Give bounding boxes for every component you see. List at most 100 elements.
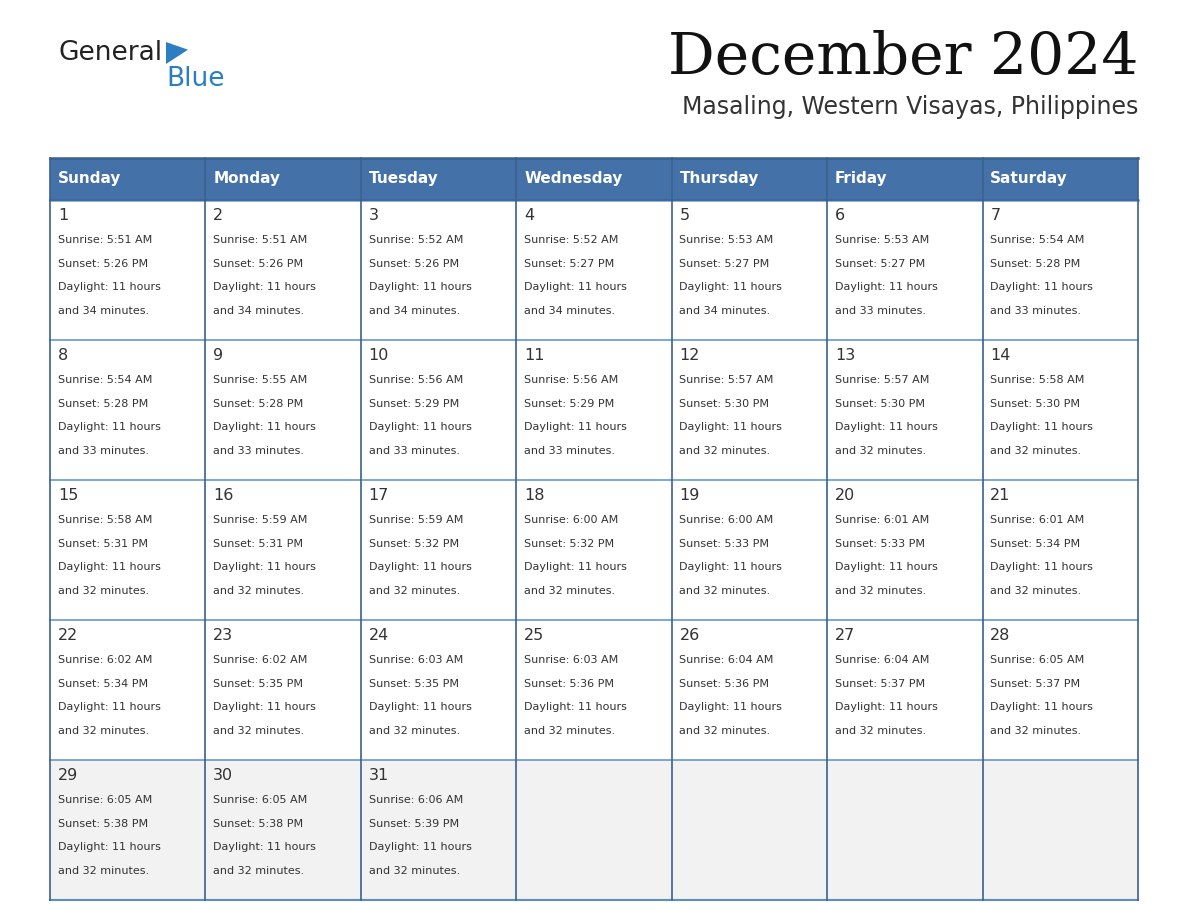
Text: Blue: Blue: [166, 66, 225, 92]
Text: Daylight: 11 hours: Daylight: 11 hours: [680, 562, 783, 572]
Text: Daylight: 11 hours: Daylight: 11 hours: [368, 562, 472, 572]
Text: Daylight: 11 hours: Daylight: 11 hours: [213, 702, 316, 712]
Text: Sunset: 5:37 PM: Sunset: 5:37 PM: [991, 678, 1080, 688]
Text: Daylight: 11 hours: Daylight: 11 hours: [58, 422, 160, 432]
Text: and 32 minutes.: and 32 minutes.: [213, 586, 304, 596]
Bar: [671, 620, 827, 760]
Text: 1: 1: [58, 208, 68, 223]
Text: and 32 minutes.: and 32 minutes.: [58, 866, 148, 876]
Bar: [982, 158, 1138, 200]
Bar: [361, 760, 517, 900]
Text: Sunset: 5:30 PM: Sunset: 5:30 PM: [680, 398, 770, 409]
Text: and 33 minutes.: and 33 minutes.: [835, 306, 925, 316]
Text: 2: 2: [213, 208, 223, 223]
Text: Sunrise: 6:03 AM: Sunrise: 6:03 AM: [524, 655, 618, 665]
Text: Daylight: 11 hours: Daylight: 11 hours: [680, 282, 783, 292]
Bar: [50, 480, 206, 620]
Text: and 34 minutes.: and 34 minutes.: [213, 306, 304, 316]
Text: Sunday: Sunday: [58, 172, 121, 186]
Text: Sunrise: 6:01 AM: Sunrise: 6:01 AM: [835, 515, 929, 525]
Text: and 32 minutes.: and 32 minutes.: [58, 725, 148, 735]
Text: 17: 17: [368, 488, 388, 503]
Text: Sunrise: 5:53 AM: Sunrise: 5:53 AM: [680, 235, 773, 245]
Text: Sunset: 5:35 PM: Sunset: 5:35 PM: [213, 678, 303, 688]
Text: Sunrise: 5:56 AM: Sunrise: 5:56 AM: [368, 375, 463, 385]
Text: Sunrise: 6:03 AM: Sunrise: 6:03 AM: [368, 655, 463, 665]
Bar: [517, 620, 671, 760]
Bar: [517, 200, 671, 340]
Text: Sunrise: 5:51 AM: Sunrise: 5:51 AM: [58, 235, 152, 245]
Text: and 33 minutes.: and 33 minutes.: [213, 445, 304, 455]
Text: and 33 minutes.: and 33 minutes.: [524, 445, 615, 455]
Text: Daylight: 11 hours: Daylight: 11 hours: [213, 422, 316, 432]
Text: Sunset: 5:36 PM: Sunset: 5:36 PM: [524, 678, 614, 688]
Text: Friday: Friday: [835, 172, 887, 186]
Text: 7: 7: [991, 208, 1000, 223]
Text: Sunset: 5:34 PM: Sunset: 5:34 PM: [991, 539, 1080, 549]
Bar: [361, 158, 517, 200]
Text: Daylight: 11 hours: Daylight: 11 hours: [213, 842, 316, 852]
Text: Sunset: 5:27 PM: Sunset: 5:27 PM: [835, 259, 925, 269]
Text: 20: 20: [835, 488, 855, 503]
Bar: [361, 340, 517, 480]
Text: Sunrise: 5:52 AM: Sunrise: 5:52 AM: [368, 235, 463, 245]
Text: Sunset: 5:26 PM: Sunset: 5:26 PM: [58, 259, 147, 269]
Text: and 32 minutes.: and 32 minutes.: [680, 445, 771, 455]
Bar: [206, 200, 361, 340]
Text: Sunrise: 5:53 AM: Sunrise: 5:53 AM: [835, 235, 929, 245]
Text: and 32 minutes.: and 32 minutes.: [368, 586, 460, 596]
Text: Sunset: 5:32 PM: Sunset: 5:32 PM: [524, 539, 614, 549]
Text: Sunrise: 5:58 AM: Sunrise: 5:58 AM: [58, 515, 152, 525]
Text: Daylight: 11 hours: Daylight: 11 hours: [213, 562, 316, 572]
Bar: [50, 760, 206, 900]
Text: Sunrise: 5:57 AM: Sunrise: 5:57 AM: [680, 375, 773, 385]
Text: 11: 11: [524, 349, 544, 364]
Text: Daylight: 11 hours: Daylight: 11 hours: [524, 282, 627, 292]
Text: 4: 4: [524, 208, 535, 223]
Text: Monday: Monday: [213, 172, 280, 186]
Bar: [671, 480, 827, 620]
Text: 22: 22: [58, 629, 78, 644]
Text: and 32 minutes.: and 32 minutes.: [213, 725, 304, 735]
Bar: [50, 158, 206, 200]
Text: Daylight: 11 hours: Daylight: 11 hours: [524, 422, 627, 432]
Text: General: General: [58, 40, 162, 66]
Bar: [982, 480, 1138, 620]
Text: and 32 minutes.: and 32 minutes.: [524, 586, 615, 596]
Text: Sunrise: 6:01 AM: Sunrise: 6:01 AM: [991, 515, 1085, 525]
Text: Sunrise: 6:02 AM: Sunrise: 6:02 AM: [213, 655, 308, 665]
Text: Daylight: 11 hours: Daylight: 11 hours: [524, 702, 627, 712]
Text: Sunrise: 5:56 AM: Sunrise: 5:56 AM: [524, 375, 618, 385]
Text: and 32 minutes.: and 32 minutes.: [991, 445, 1081, 455]
Text: Sunrise: 5:51 AM: Sunrise: 5:51 AM: [213, 235, 308, 245]
Text: Sunset: 5:36 PM: Sunset: 5:36 PM: [680, 678, 770, 688]
Text: Sunset: 5:30 PM: Sunset: 5:30 PM: [991, 398, 1080, 409]
Bar: [671, 760, 827, 900]
Text: and 32 minutes.: and 32 minutes.: [213, 866, 304, 876]
Text: 15: 15: [58, 488, 78, 503]
Text: Sunset: 5:31 PM: Sunset: 5:31 PM: [58, 539, 147, 549]
Text: Sunset: 5:32 PM: Sunset: 5:32 PM: [368, 539, 459, 549]
Text: Sunset: 5:28 PM: Sunset: 5:28 PM: [58, 398, 148, 409]
Text: Sunrise: 6:05 AM: Sunrise: 6:05 AM: [213, 795, 308, 805]
Bar: [982, 760, 1138, 900]
Bar: [827, 340, 982, 480]
Bar: [206, 620, 361, 760]
Bar: [206, 340, 361, 480]
Text: Daylight: 11 hours: Daylight: 11 hours: [680, 702, 783, 712]
Text: and 32 minutes.: and 32 minutes.: [835, 725, 925, 735]
Bar: [517, 760, 671, 900]
Text: Daylight: 11 hours: Daylight: 11 hours: [213, 282, 316, 292]
Text: Daylight: 11 hours: Daylight: 11 hours: [368, 422, 472, 432]
Text: Sunset: 5:30 PM: Sunset: 5:30 PM: [835, 398, 925, 409]
Bar: [982, 200, 1138, 340]
Bar: [517, 480, 671, 620]
Bar: [361, 200, 517, 340]
Text: Sunset: 5:28 PM: Sunset: 5:28 PM: [991, 259, 1081, 269]
Text: Daylight: 11 hours: Daylight: 11 hours: [58, 842, 160, 852]
Text: Sunrise: 6:00 AM: Sunrise: 6:00 AM: [680, 515, 773, 525]
Text: Sunrise: 5:59 AM: Sunrise: 5:59 AM: [368, 515, 463, 525]
Text: and 34 minutes.: and 34 minutes.: [680, 306, 771, 316]
Text: 10: 10: [368, 349, 388, 364]
Bar: [982, 620, 1138, 760]
